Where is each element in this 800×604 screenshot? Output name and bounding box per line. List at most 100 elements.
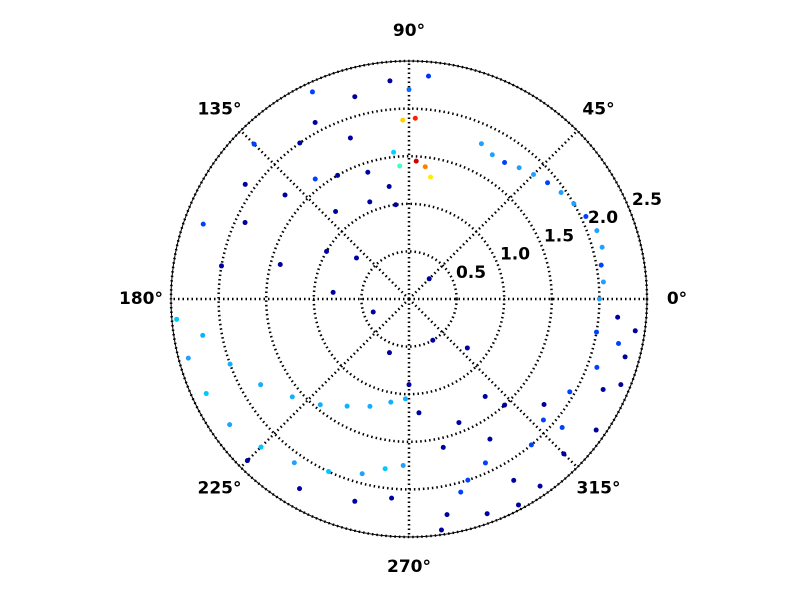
grid-spoke <box>408 129 579 300</box>
point <box>478 141 484 147</box>
point <box>309 89 315 95</box>
point <box>516 165 522 171</box>
point <box>406 87 412 93</box>
point <box>244 458 250 464</box>
theta-tick-label: 135° <box>197 99 241 119</box>
point <box>561 451 567 457</box>
point <box>277 262 283 268</box>
theta-tick-label: 225° <box>197 479 241 499</box>
point <box>594 228 600 234</box>
r-tick-label: 2.0 <box>588 208 618 228</box>
point <box>289 394 295 400</box>
point <box>282 192 288 198</box>
point <box>502 160 508 166</box>
point <box>386 183 392 189</box>
point <box>412 115 418 121</box>
point <box>389 495 395 501</box>
point <box>406 382 412 388</box>
point <box>594 329 600 335</box>
point <box>185 355 191 361</box>
point <box>422 164 428 170</box>
point <box>426 276 432 282</box>
point <box>511 477 517 483</box>
point <box>531 171 537 177</box>
theta-tick-label: 90° <box>393 21 425 41</box>
point <box>456 420 462 426</box>
point <box>622 354 628 360</box>
theta-tick-label: 0° <box>667 289 687 309</box>
point <box>312 176 318 182</box>
point <box>393 202 399 208</box>
r-tick-label: 1.5 <box>544 226 574 246</box>
theta-tick-label: 45° <box>582 99 614 119</box>
point <box>484 511 490 517</box>
point <box>403 396 409 402</box>
point <box>413 158 419 164</box>
point <box>365 169 371 175</box>
point <box>367 199 373 205</box>
point <box>174 316 180 322</box>
point <box>545 180 551 186</box>
polar-frame <box>170 60 648 538</box>
theta-tick-label: 270° <box>387 557 431 577</box>
point <box>397 163 403 169</box>
point <box>200 332 206 338</box>
point <box>596 296 602 302</box>
point <box>353 255 359 261</box>
point <box>312 119 318 125</box>
point <box>352 94 358 100</box>
point <box>251 141 257 147</box>
point <box>297 486 303 492</box>
point <box>218 263 224 269</box>
point <box>515 502 521 508</box>
point <box>537 483 543 489</box>
point <box>242 220 248 226</box>
point <box>317 402 323 408</box>
r-tick-label: 2.5 <box>632 190 662 210</box>
point <box>583 214 589 220</box>
point <box>359 471 365 477</box>
point <box>482 460 488 466</box>
theta-tick-label: 315° <box>577 479 621 499</box>
point <box>528 442 534 448</box>
point <box>227 361 233 367</box>
point <box>598 262 604 268</box>
r-tick-label: 0.5 <box>456 263 486 283</box>
point <box>387 78 393 84</box>
point <box>440 444 446 450</box>
point <box>540 417 546 423</box>
point <box>297 140 303 146</box>
grid-ring <box>264 154 554 444</box>
point <box>615 314 621 320</box>
point <box>203 391 209 397</box>
point <box>416 410 422 416</box>
r-tick-label: 1.0 <box>500 245 530 265</box>
point <box>438 527 444 533</box>
point <box>335 172 341 178</box>
point <box>258 444 264 450</box>
point <box>400 117 406 123</box>
point <box>464 345 470 351</box>
point <box>291 460 297 466</box>
point <box>425 73 431 79</box>
point <box>400 462 406 468</box>
point <box>391 149 397 155</box>
point <box>347 135 353 141</box>
point <box>559 425 565 431</box>
point <box>593 427 599 433</box>
point <box>430 337 436 343</box>
point <box>632 328 638 334</box>
point <box>599 244 605 250</box>
grid-spoke <box>239 298 410 469</box>
point <box>386 350 392 356</box>
point <box>487 436 493 442</box>
point <box>571 201 577 207</box>
grid-spoke <box>239 129 410 300</box>
point <box>600 387 606 393</box>
point <box>352 498 358 504</box>
point <box>458 489 464 495</box>
point <box>594 364 600 370</box>
point <box>444 512 450 518</box>
